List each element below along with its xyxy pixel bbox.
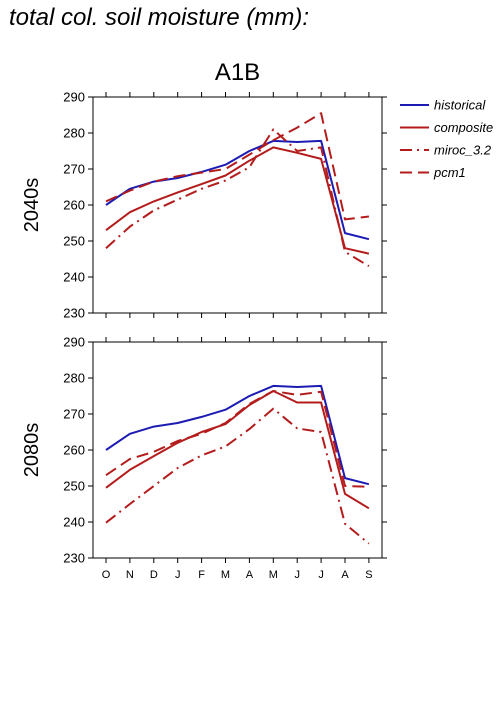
y-tick-label: 260 xyxy=(63,443,85,458)
series-line-miroc-3-2 xyxy=(105,128,370,268)
y-tick-label: 290 xyxy=(63,335,85,350)
x-tick-label: M xyxy=(269,569,278,581)
y-tick-label: 270 xyxy=(63,162,85,177)
y-tick-label: 290 xyxy=(63,90,85,105)
chart-panel-2080s: 230 240 250 260 270 280 290 O N D J F M A M J J A S 2080s xyxy=(21,335,387,581)
x-tick-label: A xyxy=(341,569,349,581)
y-tick-label: 280 xyxy=(63,126,85,141)
x-tick-label: F xyxy=(198,569,205,581)
y-axis-label: 2040s xyxy=(21,178,43,233)
y-tick-label: 240 xyxy=(63,515,85,530)
legend-label: composite xyxy=(434,120,493,135)
series-line-composite xyxy=(105,146,370,255)
series-line-miroc-3-2 xyxy=(105,407,370,545)
x-tick-label: O xyxy=(102,569,111,581)
y-axis-label: 2080s xyxy=(21,423,43,478)
x-tick-label: A xyxy=(246,569,254,581)
panel-title: A1B xyxy=(215,59,260,86)
chart-legend: historical composite miroc_3.2 pcm1 xyxy=(400,98,493,180)
x-tick-label: N xyxy=(126,569,134,581)
figure-title: total col. soil moisture (mm): xyxy=(9,4,310,31)
legend-label: miroc_3.2 xyxy=(434,143,492,158)
y-tick-label: 230 xyxy=(63,306,85,321)
series-line-composite xyxy=(105,390,370,510)
x-tick-label: S xyxy=(365,569,372,581)
y-tick-label: 270 xyxy=(63,407,85,422)
x-tick-label: J xyxy=(318,569,324,581)
legend-label: pcm1 xyxy=(433,165,466,180)
x-tick-label: J xyxy=(175,569,181,581)
chart-panel-2040s: 230 240 250 260 270 280 290 A1B 2040s xyxy=(21,59,387,321)
x-tick-label: J xyxy=(294,569,300,581)
series-line-pcm1 xyxy=(105,390,369,488)
y-tick-label: 230 xyxy=(63,551,85,566)
x-tick-label: M xyxy=(221,569,230,581)
y-tick-label: 250 xyxy=(63,234,85,249)
x-tick-label: D xyxy=(150,569,158,581)
y-tick-label: 240 xyxy=(63,270,85,285)
y-tick-label: 250 xyxy=(63,479,85,494)
y-tick-label: 280 xyxy=(63,371,85,386)
legend-label: historical xyxy=(434,98,486,113)
series-line-pcm1 xyxy=(105,112,370,221)
series-line-historical xyxy=(105,384,370,486)
y-tick-label: 260 xyxy=(63,198,85,213)
